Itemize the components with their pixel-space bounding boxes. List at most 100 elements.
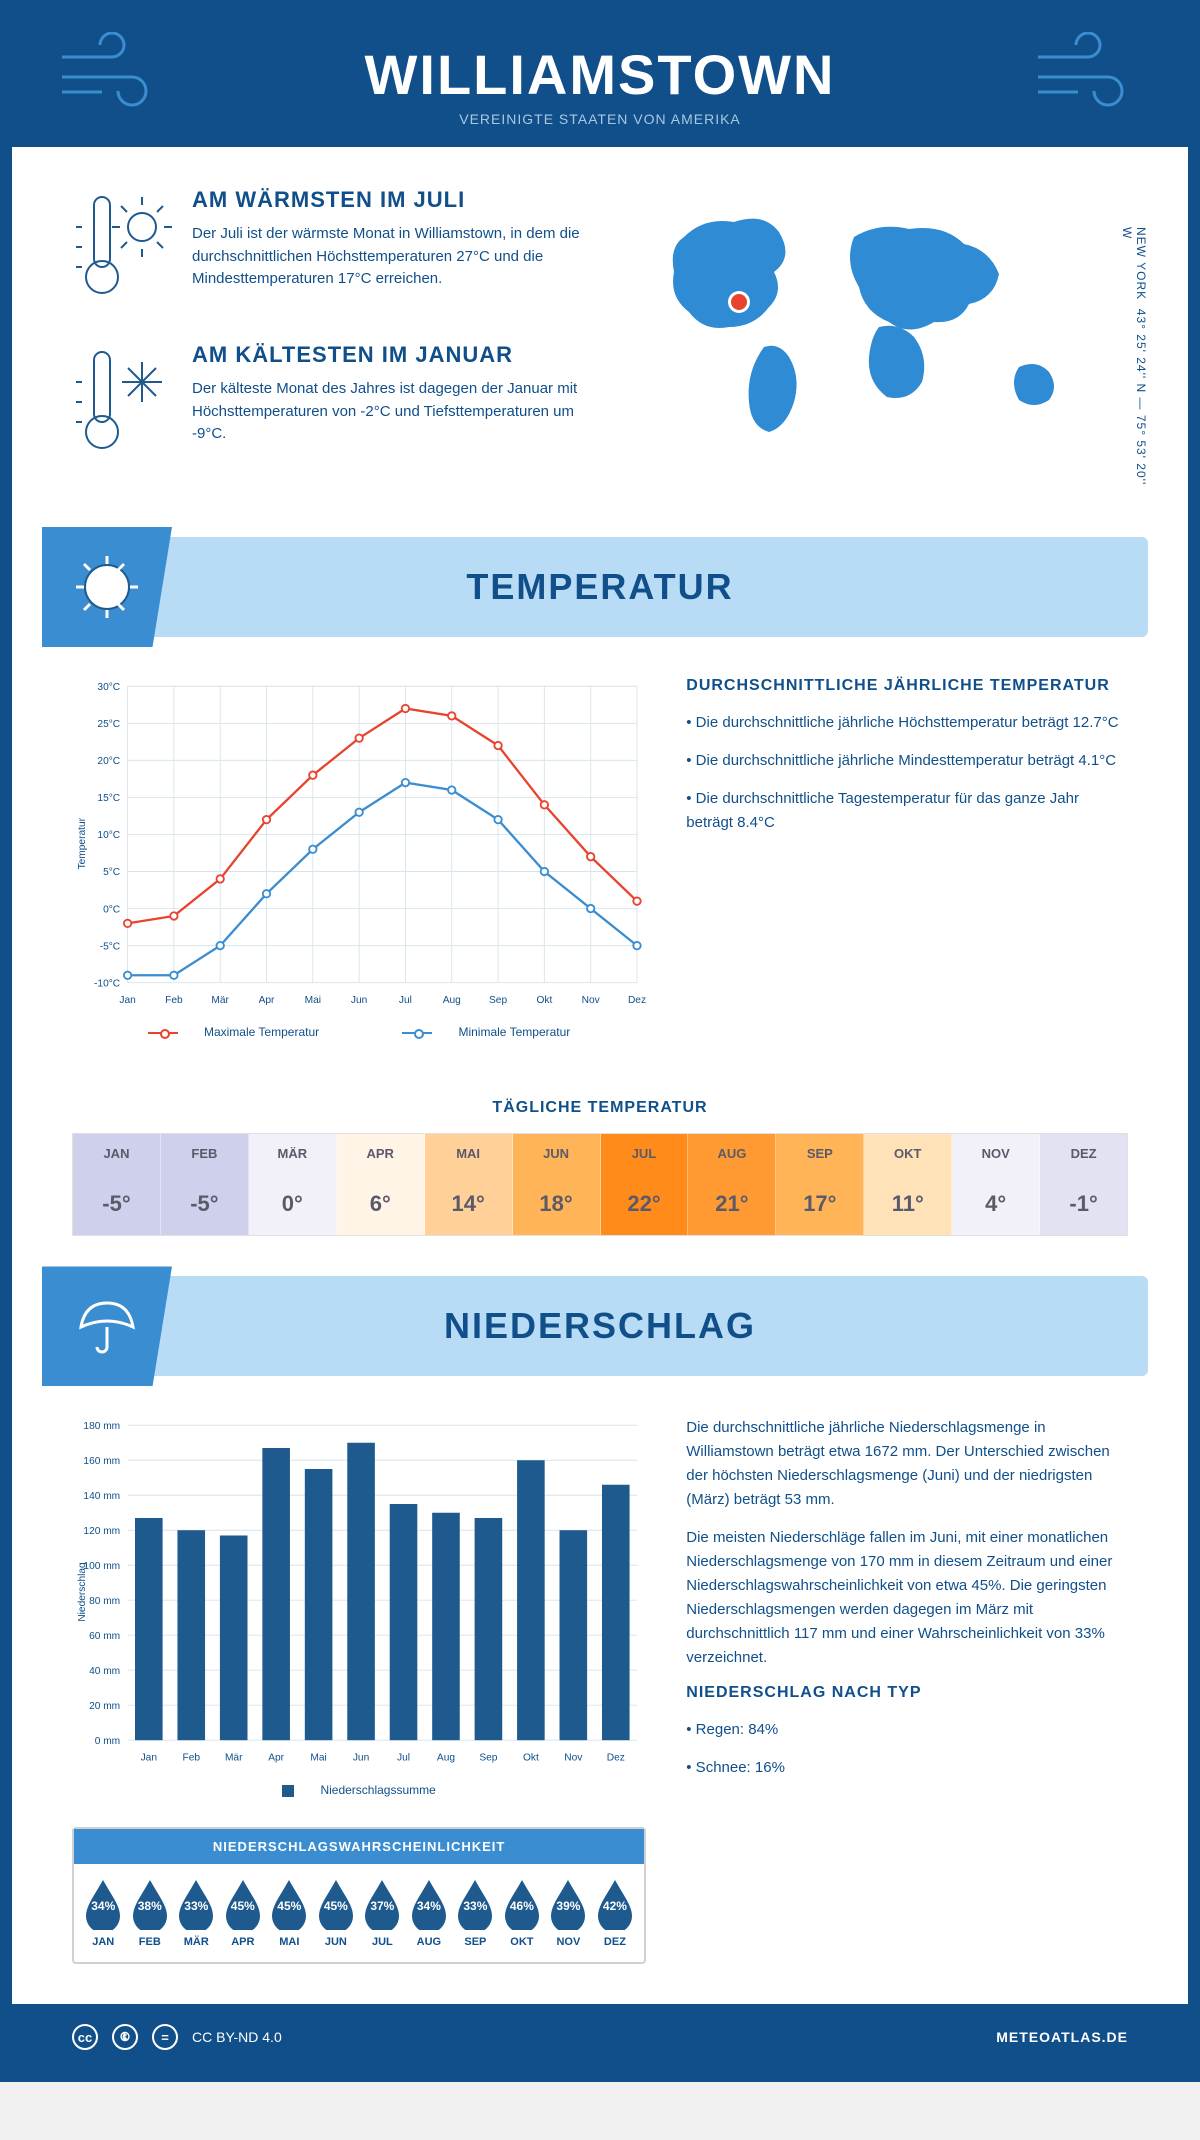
daily-cell: DEZ-1° — [1040, 1134, 1127, 1235]
prob-cell: 45%APR — [220, 1878, 267, 1948]
daily-cell: JAN-5° — [73, 1134, 161, 1235]
header: WILLIAMSTOWN VEREINIGTE STAATEN VON AMER… — [12, 12, 1188, 147]
svg-text:Feb: Feb — [182, 1753, 200, 1764]
temp-legend: Maximale Temperatur Minimale Temperatur — [72, 1025, 646, 1039]
svg-text:Mai: Mai — [305, 995, 321, 1006]
svg-text:Nov: Nov — [564, 1753, 583, 1764]
intro-section: AM WÄRMSTEN IM JULI Der Juli ist der wär… — [12, 147, 1188, 537]
prob-cell: 39%NOV — [545, 1878, 592, 1948]
prob-cell: 46%OKT — [499, 1878, 546, 1948]
legend-max-swatch — [148, 1032, 178, 1034]
svg-text:25°C: 25°C — [97, 719, 120, 730]
svg-text:Jun: Jun — [353, 1753, 369, 1764]
svg-text:5°C: 5°C — [103, 867, 120, 878]
precip-legend: Niederschlagssumme — [72, 1783, 646, 1797]
svg-text:Niederschlag: Niederschlag — [77, 1563, 88, 1622]
legend-min-swatch — [402, 1032, 432, 1034]
daily-cell: AUG21° — [688, 1134, 776, 1235]
svg-text:Mär: Mär — [211, 995, 229, 1006]
svg-text:Dez: Dez — [607, 1753, 625, 1764]
thermometer-sun-icon — [72, 187, 172, 312]
svg-text:-10°C: -10°C — [94, 978, 120, 989]
svg-text:30°C: 30°C — [97, 682, 120, 693]
temp-side-line: • Die durchschnittliche Tagestemperatur … — [686, 787, 1128, 835]
svg-text:Apr: Apr — [259, 995, 275, 1006]
page-subtitle: VEREINIGTE STAATEN VON AMERIKA — [12, 111, 1188, 127]
footer: cc 🅮 = CC BY-ND 4.0 METEOATLAS.DE — [12, 2004, 1188, 2070]
coldest-text: Der kälteste Monat des Jahres ist dagege… — [192, 378, 580, 446]
cc-icon: cc — [72, 2024, 98, 2050]
license-text: CC BY-ND 4.0 — [192, 2029, 282, 2045]
svg-text:Jul: Jul — [399, 995, 412, 1006]
world-map — [620, 187, 1128, 447]
daily-cell: NOV4° — [952, 1134, 1040, 1235]
svg-text:Sep: Sep — [479, 1753, 497, 1764]
daily-cell: FEB-5° — [161, 1134, 249, 1235]
umbrella-icon — [42, 1266, 172, 1386]
warmest-text: Der Juli ist der wärmste Monat in Willia… — [192, 223, 580, 291]
svg-text:Apr: Apr — [268, 1753, 284, 1764]
svg-text:Dez: Dez — [628, 995, 646, 1006]
legend-precip-swatch — [282, 1785, 294, 1797]
svg-text:0°C: 0°C — [103, 904, 120, 915]
wind-icon-left — [52, 32, 172, 112]
precip-type-line: • Regen: 84% — [686, 1718, 1128, 1742]
svg-text:Mai: Mai — [310, 1753, 326, 1764]
svg-text:180 mm: 180 mm — [83, 1421, 120, 1432]
daily-cell: SEP17° — [776, 1134, 864, 1235]
temp-side-line: • Die durchschnittliche jährliche Mindes… — [686, 749, 1128, 773]
temp-banner: TEMPERATUR — [52, 537, 1148, 637]
prob-cell: 33%SEP — [452, 1878, 499, 1948]
by-icon: 🅮 — [112, 2024, 138, 2050]
svg-text:60 mm: 60 mm — [89, 1631, 120, 1642]
temp-side-title: DURCHSCHNITTLICHE JÄHRLICHE TEMPERATUR — [686, 677, 1128, 695]
precip-heading: NIEDERSCHLAG — [444, 1305, 756, 1347]
probability-title: NIEDERSCHLAGSWAHRSCHEINLICHKEIT — [74, 1829, 644, 1864]
infographic-page: WILLIAMSTOWN VEREINIGTE STAATEN VON AMER… — [0, 0, 1200, 2082]
svg-text:-5°C: -5°C — [100, 941, 120, 952]
daily-temp-title: TÄGLICHE TEMPERATUR — [12, 1099, 1188, 1117]
temperature-line-chart: -10°C -5°C 0°C 5°C 10°C 15°C 20°C 25°C 30°C Jan Fe… — [72, 677, 646, 1010]
svg-text:140 mm: 140 mm — [83, 1491, 120, 1502]
svg-text:Aug: Aug — [437, 1753, 455, 1764]
prob-cell: 45%JUN — [313, 1878, 360, 1948]
precip-banner: NIEDERSCHLAG — [52, 1276, 1148, 1376]
daily-cell: APR6° — [337, 1134, 425, 1235]
prob-cell: 34%AUG — [406, 1878, 453, 1948]
svg-text:160 mm: 160 mm — [83, 1456, 120, 1467]
coldest-title: AM KÄLTESTEN IM JANUAR — [192, 342, 580, 368]
precip-type-title: NIEDERSCHLAG NACH TYP — [686, 1684, 1128, 1702]
precip-type-line: • Schnee: 16% — [686, 1756, 1128, 1780]
daily-cell: JUL22° — [601, 1134, 689, 1235]
svg-text:40 mm: 40 mm — [89, 1666, 120, 1677]
daily-cell: JUN18° — [513, 1134, 601, 1235]
svg-text:Mär: Mär — [225, 1753, 243, 1764]
svg-text:10°C: 10°C — [97, 830, 120, 841]
svg-text:Jun: Jun — [351, 995, 367, 1006]
svg-text:Sep: Sep — [489, 995, 507, 1006]
svg-text:120 mm: 120 mm — [83, 1526, 120, 1537]
nd-icon: = — [152, 2024, 178, 2050]
svg-text:0 mm: 0 mm — [95, 1736, 120, 1747]
svg-text:Okt: Okt — [523, 1753, 539, 1764]
svg-text:Okt: Okt — [536, 995, 552, 1006]
svg-text:15°C: 15°C — [97, 793, 120, 804]
svg-text:20°C: 20°C — [97, 756, 120, 767]
daily-cell: MÄR0° — [249, 1134, 337, 1235]
prob-cell: 33%MÄR — [173, 1878, 220, 1948]
svg-text:20 mm: 20 mm — [89, 1701, 120, 1712]
svg-text:Nov: Nov — [582, 995, 601, 1006]
coldest-block: AM KÄLTESTEN IM JANUAR Der kälteste Mona… — [72, 342, 580, 467]
svg-text:80 mm: 80 mm — [89, 1596, 120, 1607]
prob-cell: 38%FEB — [127, 1878, 174, 1948]
coordinates: NEW YORK 43° 25' 24'' N — 75° 53' 20'' W — [1120, 227, 1148, 497]
precip-text-p2: Die meisten Niederschläge fallen im Juni… — [686, 1526, 1128, 1670]
svg-text:Jan: Jan — [119, 995, 135, 1006]
svg-text:Feb: Feb — [165, 995, 183, 1006]
thermometer-snow-icon — [72, 342, 172, 467]
precipitation-bar-chart: 0 mm20 mm40 mm60 mm80 mm100 mm120 mm140 … — [72, 1416, 646, 1768]
sun-icon — [42, 527, 172, 647]
site-name: METEOATLAS.DE — [996, 2029, 1128, 2045]
prob-cell: 42%DEZ — [592, 1878, 639, 1948]
prob-cell: 34%JAN — [80, 1878, 127, 1948]
